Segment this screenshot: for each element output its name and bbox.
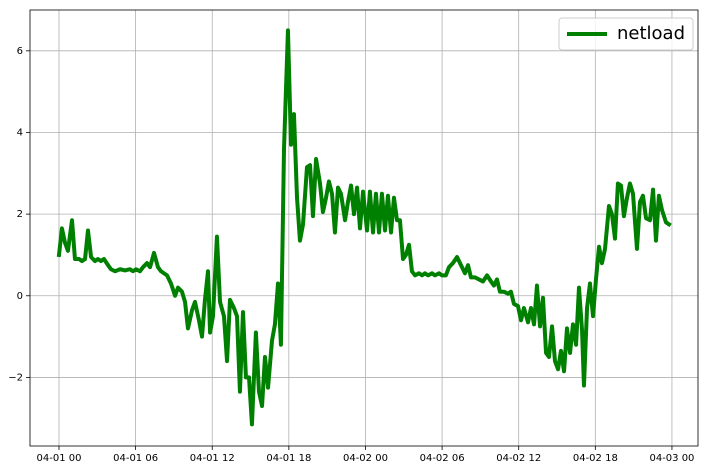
- x-tick-label: 04-02 12: [496, 453, 541, 464]
- x-tick-label: 04-01 18: [266, 453, 311, 464]
- y-tick-label: 4: [17, 127, 23, 138]
- data-line: [56, 28, 672, 427]
- x-tick-label: 04-02 00: [343, 453, 388, 464]
- x-tick-label: 04-01 06: [113, 453, 158, 464]
- x-tick-label: 04-03 00: [649, 453, 694, 464]
- x-tick-label: 04-01 12: [190, 453, 235, 464]
- y-tick-label: −2: [8, 372, 23, 383]
- y-tick-label: 2: [17, 209, 23, 220]
- y-tick-label: 6: [17, 46, 23, 57]
- x-tick-label: 04-01 00: [37, 453, 82, 464]
- tick-layer: 04-01 00 04-01 06 04-01 12 04-01 18 04-02 00…: [8, 46, 694, 464]
- legend-label: netload: [617, 23, 685, 44]
- x-tick-label: 04-02 18: [573, 453, 618, 464]
- legend-box: [558, 17, 694, 51]
- y-tick-label: 0: [17, 291, 23, 302]
- legend: netload: [558, 17, 694, 51]
- plot-frame: [29, 9, 699, 447]
- x-tick-label: 04-02 06: [420, 453, 465, 464]
- data-layer: [56, 28, 672, 427]
